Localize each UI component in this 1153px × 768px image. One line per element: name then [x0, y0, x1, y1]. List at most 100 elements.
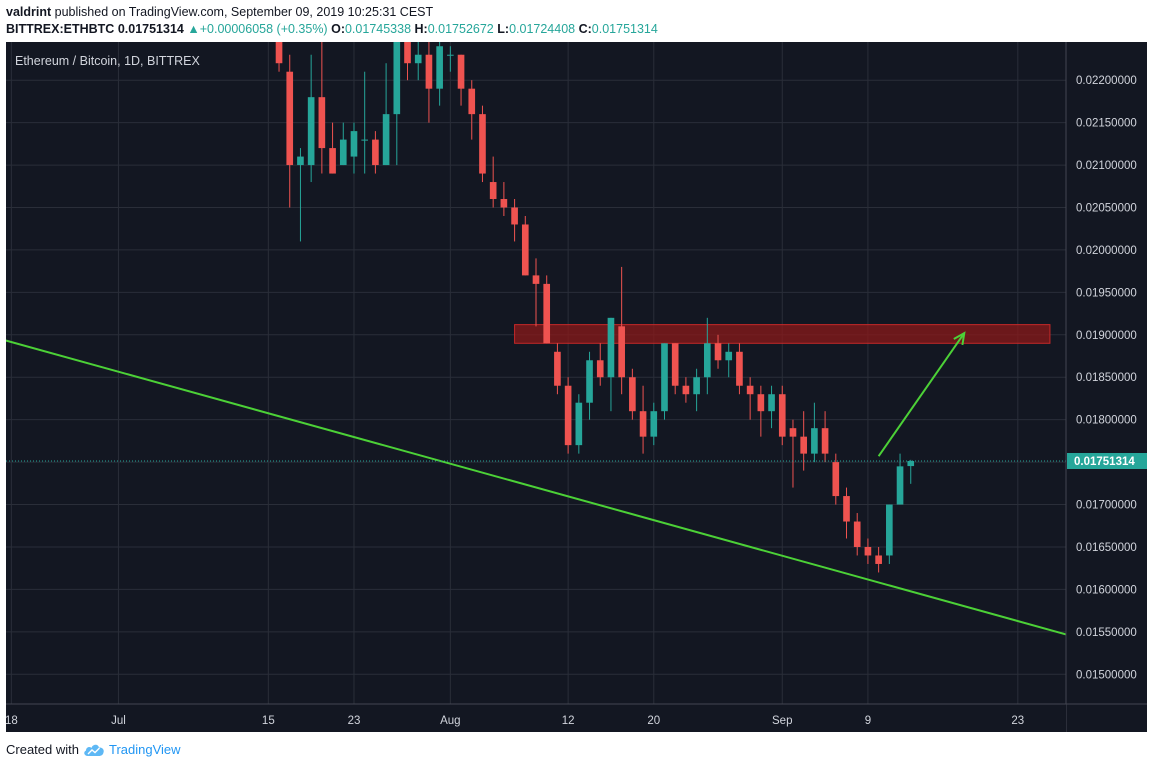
price-axis[interactable]	[1066, 42, 1147, 704]
candle-down	[457, 54, 465, 106]
candle-body	[618, 326, 625, 378]
tradingview-brand-link[interactable]: TradingView	[108, 742, 181, 757]
candle-body	[532, 275, 540, 284]
candle-body	[725, 351, 733, 361]
candle-body	[511, 207, 518, 225]
price-tick-label: 0.01650000	[1076, 542, 1137, 554]
projection-arrow-line	[877, 332, 966, 457]
candle-body	[500, 199, 508, 208]
candle-down	[757, 385, 765, 437]
candle-body	[650, 411, 658, 437]
candle-down	[479, 105, 486, 183]
candle-body	[586, 360, 593, 403]
candle-up	[307, 54, 315, 183]
candle-body	[639, 411, 647, 437]
high-value: 0.01752672	[427, 22, 494, 36]
price-tick-label: 0.02200000	[1076, 75, 1137, 87]
candle-down	[564, 377, 572, 454]
price-tick-label: 0.01600000	[1076, 584, 1137, 596]
candle-up	[811, 402, 818, 463]
candle-body	[554, 351, 561, 386]
time-tick-label: Aug	[440, 715, 460, 727]
candle-down	[318, 37, 326, 174]
candlestick-chart[interactable]: 0.02200000 0.02150000 0.02100000 0.02050000…	[0, 0, 1147, 732]
candle-body	[703, 343, 711, 378]
candle-down	[286, 54, 294, 208]
candle-up	[361, 71, 369, 174]
open-label: O:	[331, 22, 345, 36]
candle-down	[629, 368, 636, 420]
candle-up	[297, 148, 304, 242]
candle-body	[671, 343, 679, 386]
tradingview-cloud-icon	[84, 744, 104, 756]
candle-body	[275, 3, 283, 64]
candle-body	[682, 385, 690, 395]
candle-body	[714, 343, 722, 361]
drawings-layer	[0, 331, 1067, 636]
chart-area[interactable]: 0.02200000 0.02150000 0.02100000 0.02050000…	[0, 0, 1147, 732]
price-tick-label: 0.02100000	[1076, 160, 1137, 172]
high-label: H:	[414, 22, 428, 36]
time-tick-label: 23	[348, 715, 361, 727]
candle-body	[768, 394, 775, 412]
price-tick-label: 0.01900000	[1076, 330, 1137, 342]
candle-up	[886, 504, 893, 564]
candle-body	[607, 317, 615, 378]
candle-body	[596, 360, 604, 378]
candle-up	[436, 37, 443, 106]
time-tick-label: Sep	[772, 715, 792, 727]
symbol-ticker: BITTREX:ETHBTC	[6, 22, 115, 36]
candle-body	[757, 394, 765, 412]
candle-body	[339, 139, 347, 166]
low-value: 0.01724408	[509, 22, 576, 36]
resistance-zone-layer	[514, 324, 1051, 344]
candle-down	[800, 411, 807, 471]
candle-down	[778, 385, 786, 446]
candle-down	[843, 487, 850, 539]
candle-down	[682, 377, 690, 403]
candle-body	[661, 343, 668, 412]
candle-body	[372, 139, 379, 166]
price-tick-label: 0.02150000	[1076, 118, 1137, 130]
candle-up	[693, 368, 700, 412]
footer: Created with TradingView	[6, 742, 181, 757]
candle-body	[886, 504, 893, 556]
candle-up	[350, 122, 358, 174]
price-tick-label: 0.01700000	[1076, 500, 1137, 512]
candle-body	[832, 462, 840, 497]
time-axis[interactable]	[6, 704, 1066, 732]
last-price-tag	[1067, 453, 1147, 470]
price-tick-label: 0.02000000	[1076, 245, 1137, 257]
candle-down	[821, 411, 829, 463]
candle-body	[811, 428, 818, 454]
price-tick-label: 0.01500000	[1076, 669, 1137, 681]
candle-down	[639, 385, 647, 454]
candle-down	[875, 546, 882, 573]
candle-down	[554, 343, 561, 395]
candle-down	[468, 80, 476, 140]
up-arrow-icon: ▲	[187, 22, 200, 36]
support-trendline	[0, 338, 1067, 636]
candle-down	[543, 275, 551, 344]
last-price: 0.01751314	[117, 22, 184, 36]
candle-down	[521, 215, 529, 276]
candle-body	[329, 148, 336, 174]
author-name[interactable]: valdrint	[6, 5, 52, 19]
candle-body	[821, 428, 829, 454]
candle-body	[489, 182, 497, 200]
publish-info: valdrint published on TradingView.com, S…	[6, 4, 433, 21]
price-tick-label: 0.01850000	[1076, 372, 1137, 384]
candle-up	[447, 46, 454, 72]
time-tick-label: 20	[647, 715, 660, 727]
candle-body	[564, 385, 572, 446]
candle-body	[436, 46, 443, 89]
candle-up	[382, 63, 390, 166]
candle-up	[650, 402, 658, 446]
candle-body	[479, 114, 486, 174]
candle-body	[778, 394, 786, 437]
candle-body	[468, 88, 476, 115]
candle-body	[693, 377, 700, 395]
candle-up	[661, 343, 668, 420]
candle-body	[896, 466, 904, 505]
candle-down	[425, 29, 433, 123]
